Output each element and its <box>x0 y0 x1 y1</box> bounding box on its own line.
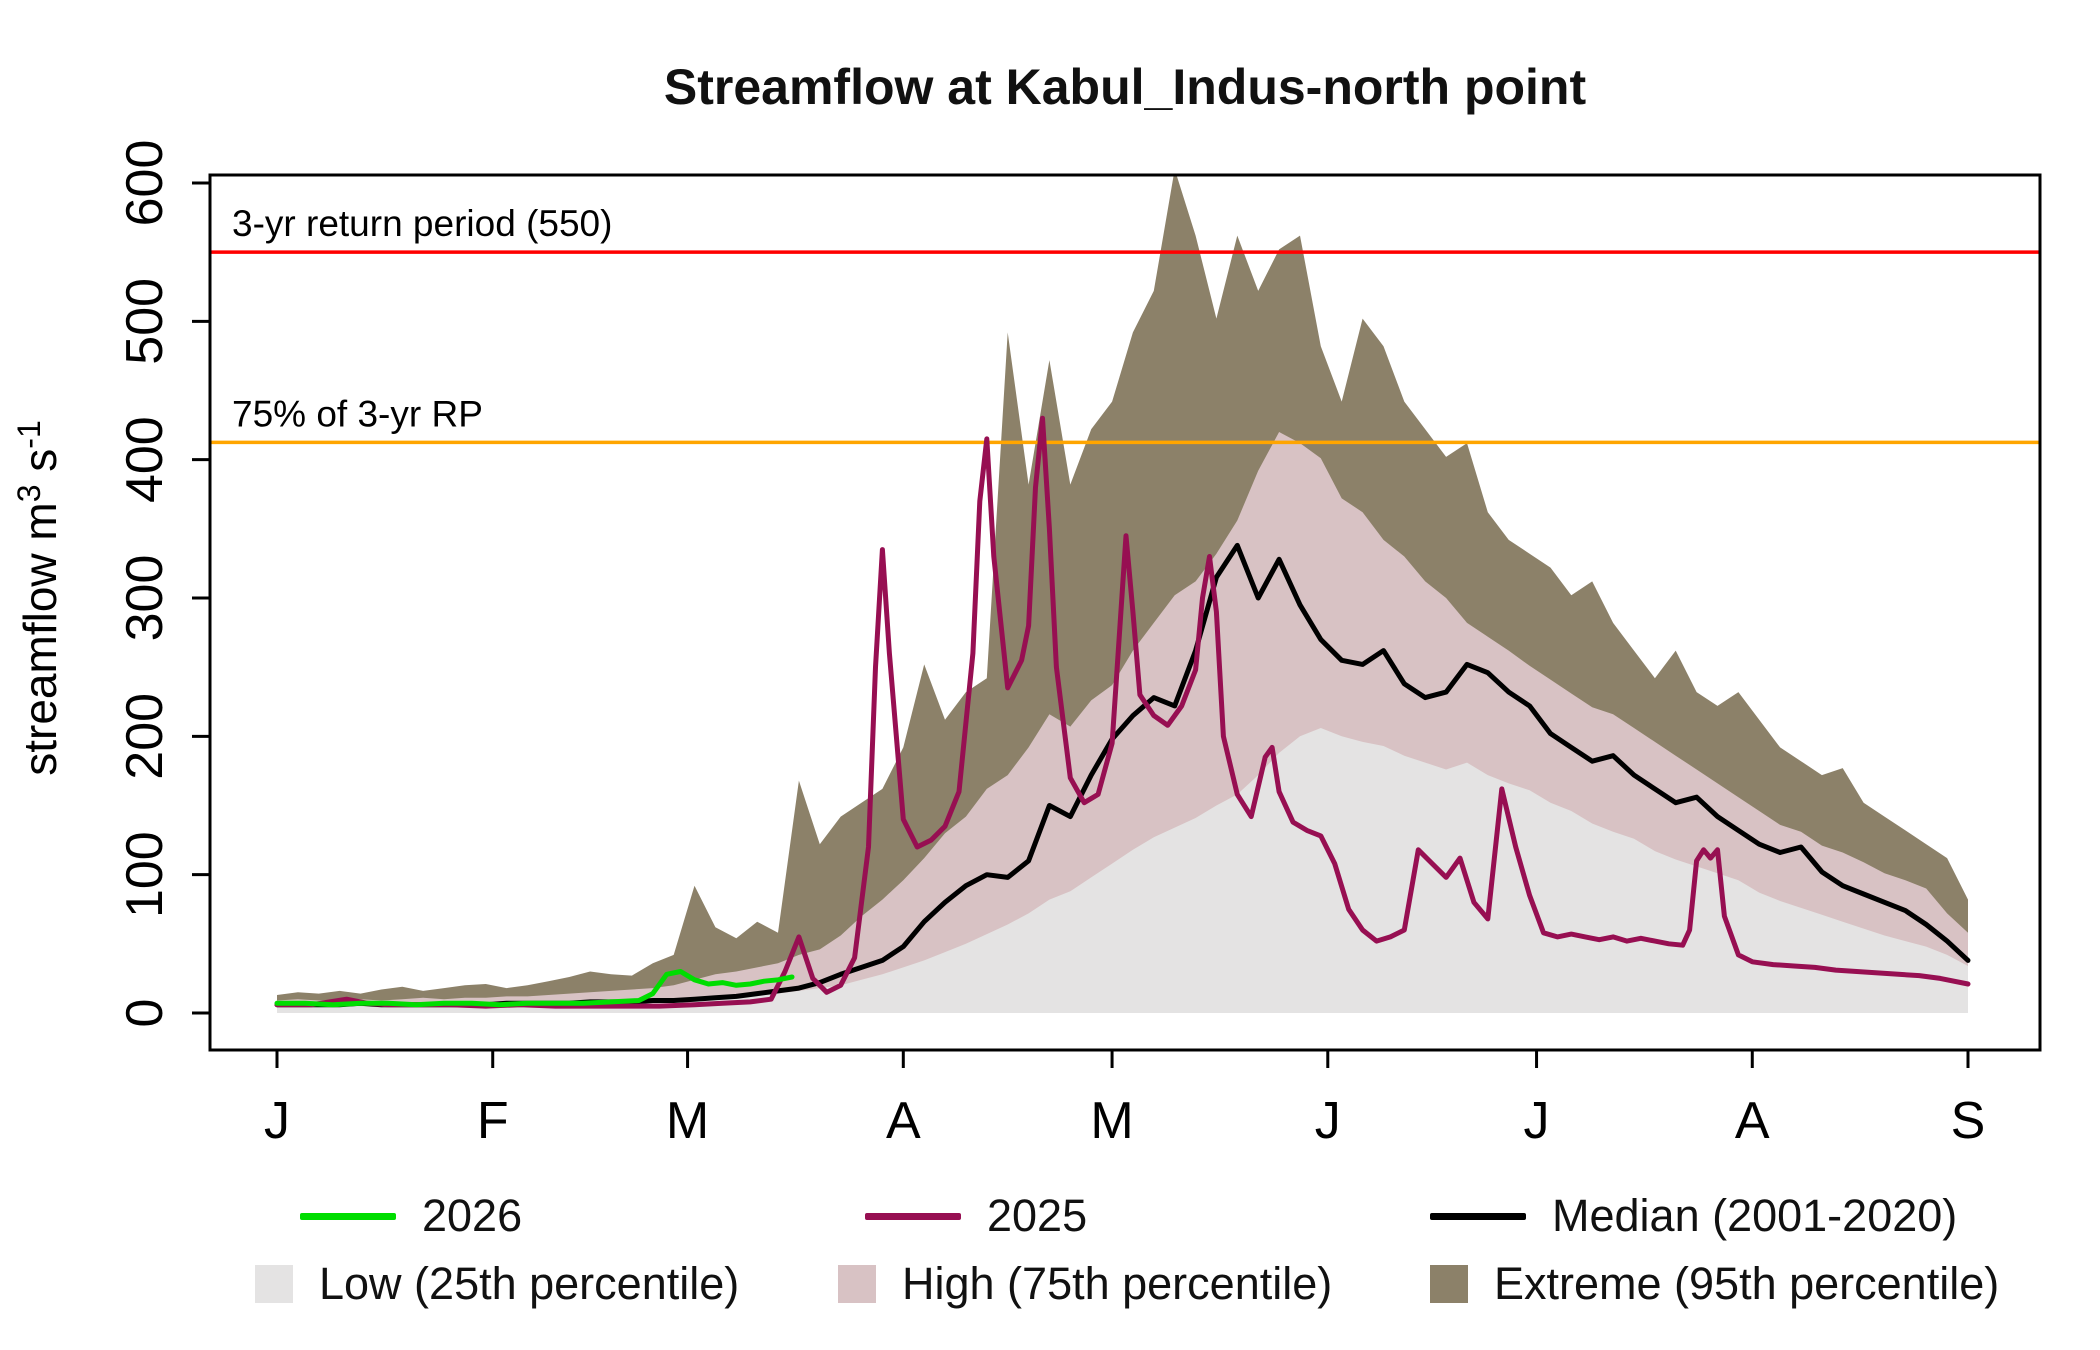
legend-label-high: High (75th percentile) <box>902 1258 1333 1309</box>
y-tick-label: 100 <box>116 831 174 918</box>
legend-line-swatch-median <box>1430 1212 1526 1220</box>
chart-title: Streamflow at Kabul_Indus-north point <box>663 59 1587 115</box>
y-tick-label: 600 <box>116 140 174 227</box>
x-tick-label: A <box>886 1092 921 1150</box>
x-tick-label: J <box>264 1092 290 1150</box>
y-tick-label: 500 <box>116 278 174 365</box>
legend-item-high: High (75th percentile) <box>838 1258 1332 1310</box>
y-tick-label: 400 <box>116 416 174 503</box>
legend-label-2026: 2026 <box>422 1190 523 1241</box>
ref-line-label-rp-75pct: 75% of 3-yr RP <box>232 393 483 434</box>
x-tick-label: F <box>477 1092 509 1150</box>
legend-item-extreme: Extreme (95th percentile) <box>1430 1258 1999 1310</box>
legend-box-swatch-low <box>255 1265 293 1303</box>
legend-box-swatch-high <box>838 1265 876 1303</box>
band-low <box>277 728 1968 1013</box>
x-tick-label: J <box>1315 1092 1341 1150</box>
legend-label-median: Median (2001-2020) <box>1552 1190 1958 1241</box>
ref-line-label-return-period-3yr: 3-yr return period (550) <box>232 203 612 244</box>
legend-line-swatch-2025 <box>865 1212 961 1220</box>
legend-label-low: Low (25th percentile) <box>319 1258 740 1309</box>
x-tick-label: A <box>1735 1092 1770 1150</box>
x-tick-label: S <box>1951 1092 1986 1150</box>
series-line-y2026 <box>274 969 795 1008</box>
legend-line-swatch-2026 <box>300 1212 396 1220</box>
legend-item-2025: 2025 <box>865 1190 1087 1242</box>
x-tick-label: J <box>1524 1092 1550 1150</box>
y-axis-label: streamflow m3 s-1 <box>11 420 66 776</box>
series-line-y2025 <box>274 415 1971 1009</box>
x-tick-label: M <box>666 1092 709 1150</box>
legend-item-median: Median (2001-2020) <box>1430 1190 1957 1242</box>
legend-item-2026: 2026 <box>300 1190 522 1242</box>
plot-box <box>208 173 2042 1052</box>
y-tick-label: 300 <box>116 555 174 642</box>
legend-box-swatch-extreme <box>1430 1265 1468 1303</box>
legend-label-2025: 2025 <box>987 1190 1088 1241</box>
legend-label-extreme: Extreme (95th percentile) <box>1494 1258 2000 1309</box>
x-tick-label: M <box>1090 1092 1133 1150</box>
y-tick-label: 0 <box>116 999 174 1028</box>
y-tick-label: 200 <box>116 693 174 780</box>
legend-item-low: Low (25th percentile) <box>255 1258 739 1310</box>
